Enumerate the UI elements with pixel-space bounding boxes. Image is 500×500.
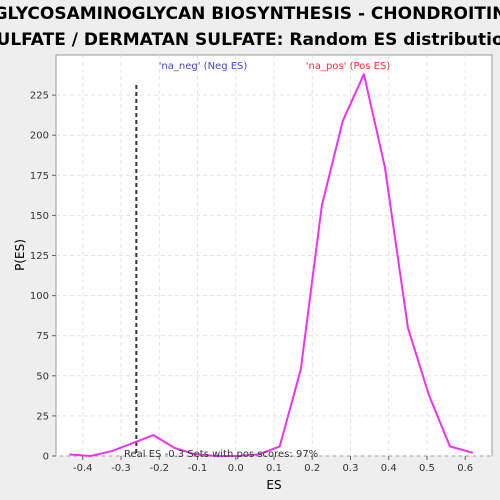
chart-title-line2: SULFATE / DERMATAN SULFATE: Random ES di…	[0, 30, 500, 50]
y-tick-label: 50	[36, 371, 49, 382]
grid	[56, 55, 492, 457]
y-axis-label: P(ES)	[13, 239, 27, 271]
x-tick-label: -0.1	[188, 463, 208, 474]
x-tick-label: 0.4	[381, 463, 397, 474]
real-es-summary: Real ES -0.3 Sets with pos scores: 97%	[124, 449, 318, 460]
y-tick-label: 100	[30, 291, 49, 302]
series-layer	[69, 73, 474, 457]
x-tick-label: -0.3	[111, 463, 131, 474]
chart-title-line1: GLYCOSAMINOGLYCAN BIOSYNTHESIS - CHONDRO…	[0, 4, 500, 24]
x-tick-label: 0.6	[457, 463, 473, 474]
y-ticks: 0 25 50 75 100 125 150 175 200 225	[30, 91, 56, 463]
pos-es-label: 'na_pos' (Pos ES)	[306, 61, 391, 72]
y-tick-label: 150	[30, 211, 49, 222]
neg-es-label: 'na_neg' (Neg ES)	[159, 61, 248, 72]
y-tick-label: 0	[43, 452, 49, 463]
y-tick-label: 175	[30, 171, 49, 182]
x-tick-label: 0.0	[228, 463, 244, 474]
x-axis-label: ES	[266, 478, 281, 492]
y-tick-label: 225	[30, 91, 49, 102]
x-tick-label: 0.3	[343, 463, 359, 474]
x-tick-label: 0.1	[266, 463, 282, 474]
x-tick-label: -0.2	[150, 463, 170, 474]
series-line	[69, 73, 474, 457]
y-tick-label: 125	[30, 251, 49, 262]
y-tick-label: 25	[36, 411, 49, 422]
y-tick-label: 200	[30, 131, 49, 142]
x-tick-label: -0.4	[73, 463, 93, 474]
x-tick-label: 0.5	[419, 463, 435, 474]
x-ticks: -0.4 -0.3 -0.2 -0.1 0.0 0.1 0.2 0.3 0.4 0.5 0.6	[73, 456, 473, 474]
y-tick-label: 75	[36, 331, 49, 342]
x-tick-label: 0.2	[304, 463, 320, 474]
